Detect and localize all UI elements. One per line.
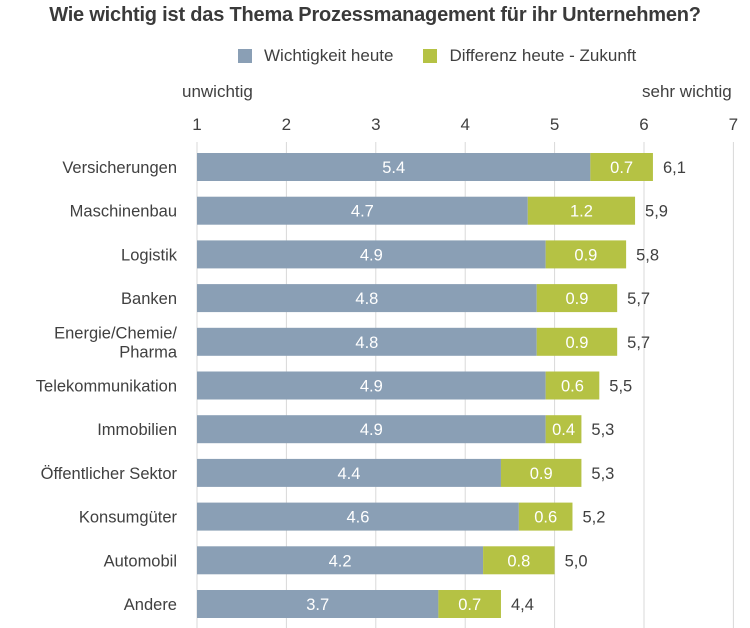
diff-value-label: 0.7 <box>458 596 481 614</box>
category-label: Öffentlicher Sektor <box>41 465 178 483</box>
legend-item-wichtigkeit-heute: Wichtigkeit heute <box>238 46 393 66</box>
bar-wichtigkeit-heute <box>197 153 591 181</box>
bar-differenz <box>590 153 653 181</box>
total-value-label: 5,8 <box>636 246 659 264</box>
bar-value-label: 4.2 <box>329 552 352 570</box>
bar-wichtigkeit-heute <box>197 458 501 487</box>
category-label: Telekommunikation <box>36 378 177 396</box>
legend-label: Wichtigkeit heute <box>264 46 394 65</box>
legend-label: Differenz heute - Zukunft <box>449 46 637 65</box>
total-value-label: 5,0 <box>565 552 588 570</box>
bar-wichtigkeit-heute <box>197 590 439 618</box>
bar-differenz <box>518 502 573 531</box>
bar-value-label: 4.4 <box>338 465 361 483</box>
bar-differenz <box>536 284 618 313</box>
diff-value-label: 0.8 <box>507 552 530 570</box>
diff-value-label: 0.6 <box>534 509 557 527</box>
bar-differenz <box>545 240 627 269</box>
bar-differenz <box>483 546 555 575</box>
category-label: Energie/Chemie/ <box>54 324 177 342</box>
diff-value-label: 0.6 <box>561 378 584 396</box>
category-label: Maschinenbau <box>70 203 177 221</box>
total-value-label: 5,3 <box>591 465 614 483</box>
axis-label-unwichtig: unwichtig <box>182 82 253 101</box>
legend-swatch-differenz <box>423 49 438 63</box>
total-value-label: 5,7 <box>627 290 650 308</box>
bar-value-label: 4.9 <box>360 421 383 439</box>
bar-wichtigkeit-heute <box>197 415 546 444</box>
bar-value-label: 4.7 <box>351 203 374 221</box>
total-value-label: 5,7 <box>627 334 650 352</box>
chart-title: Wie wichtig ist das Thema Prozessmanagem… <box>49 4 701 26</box>
bar-differenz <box>545 415 582 444</box>
bar-wichtigkeit-heute <box>197 196 528 225</box>
legend-swatch-wichtigkeit-heute <box>238 49 252 63</box>
x-tick-label: 2 <box>282 115 291 134</box>
diff-value-label: 0.9 <box>574 246 597 264</box>
bar-differenz <box>545 371 600 400</box>
bar-wichtigkeit-heute <box>197 327 537 356</box>
diff-value-label: 1.2 <box>570 203 593 221</box>
category-label: Andere <box>124 596 177 614</box>
diff-value-label: 0.9 <box>565 334 588 352</box>
diff-value-label: 0.7 <box>610 159 633 177</box>
x-tick-label: 1 <box>192 115 201 134</box>
diff-value-label: 0.4 <box>552 421 575 439</box>
bar-wichtigkeit-heute <box>197 546 484 575</box>
category-label: Konsumgüter <box>79 509 178 527</box>
bar-wichtigkeit-heute <box>197 240 546 269</box>
category-label: Logistik <box>121 246 178 264</box>
x-tick-label: 3 <box>371 115 380 134</box>
bar-differenz <box>500 458 582 487</box>
total-value-label: 5,5 <box>609 378 632 396</box>
bar-value-label: 3.7 <box>306 596 329 614</box>
bar-value-label: 4.9 <box>360 246 383 264</box>
bar-wichtigkeit-heute <box>197 284 537 313</box>
x-tick-label: 4 <box>460 115 469 134</box>
x-tick-label: 7 <box>729 115 738 134</box>
category-label: Immobilien <box>97 421 177 439</box>
bar-wichtigkeit-heute <box>197 371 546 400</box>
bar-differenz <box>438 590 501 618</box>
category-label: Banken <box>121 290 177 308</box>
bar-differenz <box>536 327 618 356</box>
x-tick-label: 5 <box>550 115 559 134</box>
category-label: Versicherungen <box>62 159 177 177</box>
bar-value-label: 4.9 <box>360 378 383 396</box>
bar-wichtigkeit-heute <box>197 502 519 531</box>
category-label: Automobil <box>104 552 177 570</box>
total-value-label: 5,3 <box>591 421 614 439</box>
total-value-label: 4,4 <box>511 596 534 614</box>
x-tick-label: 6 <box>639 115 648 134</box>
bar-differenz <box>527 196 636 225</box>
legend: Wichtigkeit heute Differenz heute - Zuku… <box>238 46 666 66</box>
bar-value-label: 4.8 <box>355 290 378 308</box>
bar-value-label: 4.8 <box>355 334 378 352</box>
legend-item-differenz: Differenz heute - Zukunft <box>423 46 636 66</box>
diff-value-label: 0.9 <box>565 290 588 308</box>
total-value-label: 5,2 <box>582 509 605 527</box>
diff-value-label: 0.9 <box>530 465 553 483</box>
total-value-label: 6,1 <box>663 159 686 177</box>
bar-value-label: 5.4 <box>382 159 405 177</box>
axis-label-sehr-wichtig: sehr wichtig <box>642 82 732 101</box>
category-label: Pharma <box>119 343 178 361</box>
bar-value-label: 4.6 <box>346 509 369 527</box>
total-value-label: 5,9 <box>645 203 668 221</box>
